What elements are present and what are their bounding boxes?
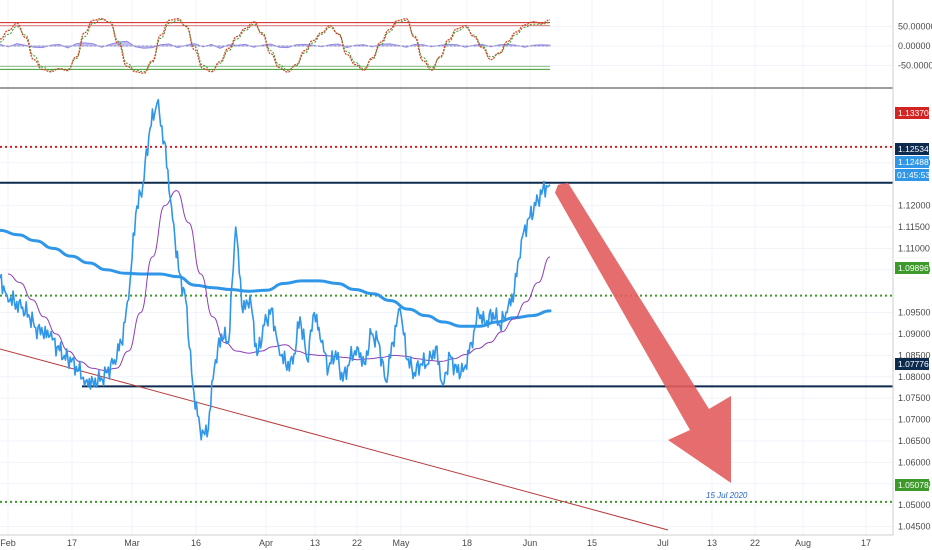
badge-target: 1.05078	[895, 479, 929, 491]
oscillator-d-line	[0, 18, 551, 73]
time-tick-label: Feb	[0, 538, 16, 548]
price-tick-label: 1.06500	[898, 436, 931, 446]
price-tick-label: 1.05000	[898, 500, 931, 510]
price-tick-label: 1.08000	[898, 372, 931, 382]
time-tick-label: May	[392, 538, 410, 548]
price-tick-label: 1.09000	[898, 329, 931, 339]
badge-countdown: 01:45:53	[895, 169, 930, 181]
time-tick-label: 16	[191, 538, 201, 548]
price-line	[0, 98, 551, 441]
badge-resistance: 1.12534	[895, 143, 929, 155]
grid	[0, 0, 893, 535]
time-tick-label: 13	[707, 538, 717, 548]
price-tick-label: 1.11000	[898, 243, 930, 253]
descending-trendline	[0, 348, 669, 531]
time-tick-label: 18	[462, 538, 472, 548]
badge-top-dotted: 1.13370	[895, 107, 929, 119]
price-tick-label: 1.07500	[898, 393, 931, 403]
price-tick-label: 1.07000	[898, 415, 931, 425]
price-tick-label: 1.08500	[898, 350, 931, 360]
price-tick-label: 1.12000	[898, 201, 931, 211]
forecast-arrow	[555, 182, 731, 483]
time-tick-label: 22	[352, 538, 362, 548]
oscillator-tick-label: 0.00000	[898, 41, 931, 51]
time-tick-label: Mar	[124, 538, 140, 548]
oscillator-histogram	[0, 40, 551, 49]
oscillator-axis[interactable]: 50.00000 0.00000 -50.00000	[898, 22, 932, 71]
oscillator-tick-label: 50.00000	[898, 22, 932, 32]
time-tick-label: Aug	[795, 538, 811, 548]
time-tick-label: Jun	[523, 538, 538, 548]
badge-support: 1.07776	[895, 358, 929, 370]
badge-countdown-label: 01:45:53	[897, 170, 930, 180]
badge-target-label: 1.05078	[898, 480, 929, 490]
time-axis[interactable]: Feb 17 Mar 16 Apr 13 22 May 18 Jun 15 Jul 13 22 Aug 17	[0, 538, 871, 548]
badge-last-price: 1.12488	[895, 156, 929, 168]
badge-resistance-label: 1.12534	[898, 144, 929, 154]
oscillator-panel	[0, 18, 551, 74]
time-tick-label: 17	[861, 538, 871, 548]
time-tick-label: 15	[587, 538, 597, 548]
price-tick-label: 1.11500	[898, 222, 930, 232]
badge-mid-dotted-label: 1.09896	[898, 263, 929, 273]
badge-mid-dotted: 1.09896	[895, 262, 929, 274]
price-tick-label: 1.04500	[898, 522, 931, 532]
price-tick-label: 1.09500	[898, 308, 931, 318]
time-tick-label: 22	[750, 538, 760, 548]
time-tick-label: Apr	[259, 538, 273, 548]
time-tick-label: 13	[310, 538, 320, 548]
oscillator-k-line	[0, 18, 551, 74]
time-tick-label: Jul	[657, 538, 669, 548]
badge-support-label: 1.07776	[898, 359, 929, 369]
slow-moving-average	[0, 228, 552, 328]
time-tick-label: 17	[67, 538, 77, 548]
price-panel	[0, 98, 893, 531]
badge-top-dotted-label: 1.13370	[898, 108, 929, 118]
badge-last-price-label: 1.12488	[898, 157, 929, 167]
oscillator-tick-label: -50.00000	[898, 61, 932, 71]
price-tick-label: 1.06000	[898, 457, 931, 467]
target-date-annotation: 15 Jul 2020	[706, 491, 748, 500]
